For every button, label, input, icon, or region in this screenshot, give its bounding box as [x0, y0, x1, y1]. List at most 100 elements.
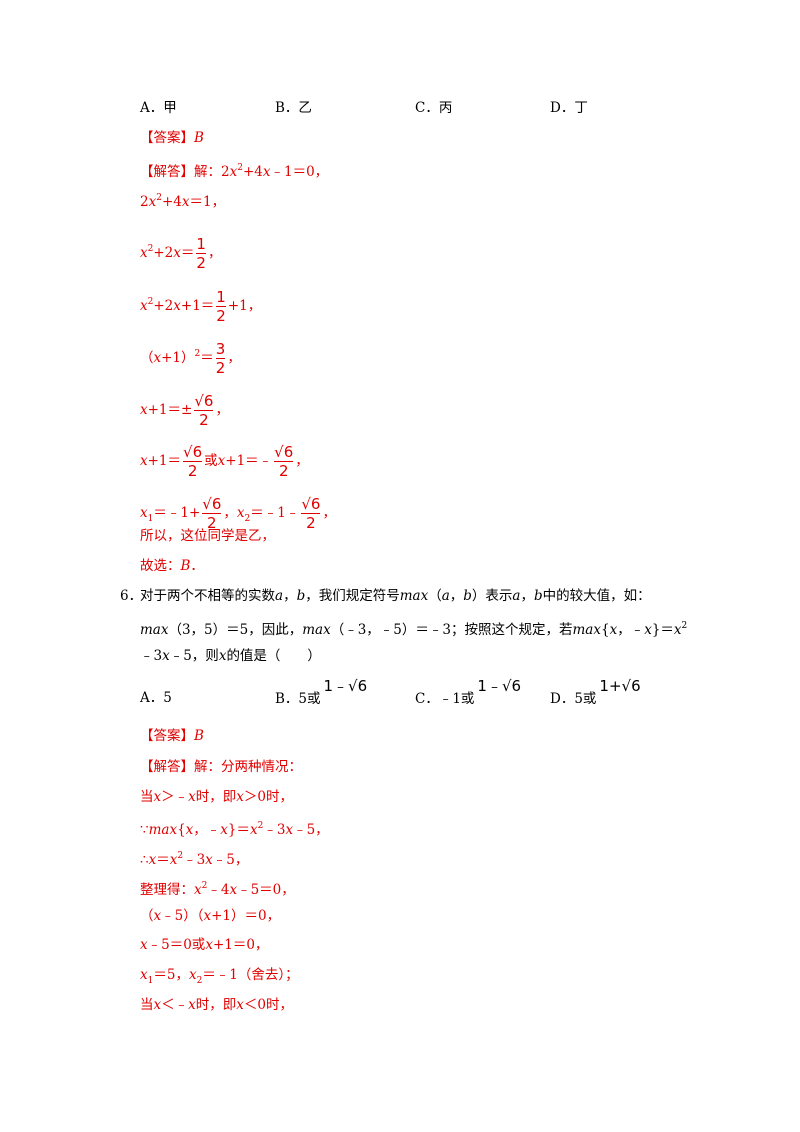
text-segment: x [673, 622, 682, 638]
text-segment: ﹣5＝0或 [147, 937, 206, 953]
text-segment: b [463, 588, 472, 604]
text-segment: max [572, 622, 601, 638]
option: D．5或1+√6 [550, 677, 641, 708]
text-line: x2+2x＝ 1 2， [140, 235, 221, 272]
text-line: x+1＝± √6 2， [140, 392, 229, 429]
text-segment: a [512, 588, 521, 604]
numerator: √6 [183, 443, 203, 461]
text-segment: x [140, 298, 148, 314]
denominator: 2 [216, 307, 226, 325]
text-segment: 时，即 [195, 997, 237, 1013]
text-segment: x [140, 937, 148, 953]
text-segment: ＝ [200, 350, 214, 366]
fraction-bar [202, 513, 222, 514]
text-segment: 2 [257, 821, 264, 831]
text-line: x+1＝ √6 2 或x+1＝﹣ √6 2， [140, 443, 309, 480]
text-segment: ＝ [156, 852, 170, 868]
text-segment: x [153, 350, 162, 366]
text-segment: ＜0时， [243, 997, 293, 1013]
option: C．﹣1或1﹣√6 [415, 677, 521, 708]
text-segment: max [140, 622, 169, 638]
text-segment: B [194, 728, 204, 744]
text-segment: x [188, 997, 196, 1013]
text-segment: ， [520, 588, 534, 604]
text-segment: x [203, 908, 212, 924]
text-segment: ， [449, 588, 464, 604]
text-segment: 故选： [140, 558, 181, 574]
text-segment: x [173, 245, 181, 261]
text-segment: x [229, 882, 238, 898]
text-segment: x [181, 194, 190, 210]
text-segment: max [302, 622, 331, 638]
text-segment: 2 [147, 244, 154, 254]
text-segment: ＝﹣1（舍去）； [202, 967, 299, 983]
fraction-bar [216, 306, 226, 307]
text-segment: x [140, 402, 148, 418]
text-segment: ﹣5）（ [161, 908, 204, 924]
text-segment: +1） [161, 350, 195, 366]
text-segment: ）表示 [471, 588, 513, 604]
text-segment: ，﹣ [193, 822, 221, 838]
text-segment: ，我们规定符号 [305, 588, 400, 604]
text-segment: 当 [140, 997, 154, 1013]
text-segment: 或 [204, 453, 218, 469]
text-segment: }＝ [227, 822, 250, 838]
option-text: A．5 [140, 690, 172, 706]
text-segment: x [148, 852, 157, 868]
text-segment: 的值是（ ） [226, 648, 321, 664]
text-segment: ＝﹣1﹣ [250, 505, 300, 521]
text-segment: ，﹣ [617, 622, 645, 638]
text-segment: }＝ [651, 622, 674, 638]
text-segment: （﹣3，﹣5）＝﹣3；按照这个规定，若 [330, 622, 573, 638]
text-line: x2+2x+1＝ 1 2 +1， [140, 288, 261, 325]
text-segment: 【答案】 [140, 130, 194, 146]
text-segment: ， [223, 505, 237, 521]
text-segment: ＝﹣1+ [153, 505, 201, 521]
text-segment: x [205, 852, 213, 868]
numerator: √6 [274, 443, 294, 461]
fraction: √6 2 [202, 495, 222, 532]
text-segment: ＞﹣ [161, 789, 189, 805]
text-segment: +1）＝0， [211, 908, 281, 924]
text-segment: x [140, 967, 148, 983]
fraction: √6 2 [301, 495, 321, 532]
option: B．5或1﹣√6 [275, 677, 367, 708]
text-segment: （ [140, 908, 154, 924]
text-segment: x [285, 822, 294, 838]
denominator: 2 [278, 462, 289, 480]
text-segment: x [644, 622, 652, 638]
fraction-bar [274, 461, 294, 462]
text-segment: +4 [161, 194, 182, 210]
denominator: 2 [187, 462, 198, 480]
text-segment: ＝1， [189, 194, 226, 210]
text-segment: +1＝﹣ [225, 453, 273, 469]
text-segment: 2 [196, 976, 203, 986]
denominator: 2 [215, 359, 226, 377]
text-line: 当x＜﹣x时，即x＜0时， [140, 995, 293, 1015]
text-line: max（3，5）＝5，因此，max（﹣3，﹣5）＝﹣3；按照这个规定，若max{… [140, 616, 687, 638]
text-segment: +2 [153, 298, 174, 314]
option-expression: 1+√6 [599, 677, 641, 695]
text-segment: ＝ [180, 245, 195, 261]
text-segment: 【解答】解：分两种情况： [140, 759, 302, 775]
text-segment: ＜﹣ [161, 997, 189, 1013]
text-segment: x [162, 648, 170, 664]
fraction-bar [301, 513, 321, 514]
text-segment: 整理得： [140, 882, 194, 898]
text-segment: 1 [147, 976, 154, 986]
text-line: 所以，这位同学是乙， [140, 526, 275, 546]
fraction-bar [196, 253, 206, 254]
text-segment: 2 [177, 851, 184, 861]
text-line: ∵max{x，﹣x}＝x2﹣3x﹣5， [140, 816, 329, 838]
text-line: 当x＞﹣x时，即x＞0时， [140, 787, 293, 807]
text-segment: { [600, 622, 610, 638]
text-segment: 2 [244, 514, 251, 524]
text-segment: ， [207, 245, 222, 261]
option: B．乙 [275, 100, 312, 116]
text-line: ∴x＝x2﹣3x﹣5， [140, 846, 248, 868]
text-segment: +1＝± [147, 402, 193, 418]
text-segment: 2 [201, 881, 208, 891]
